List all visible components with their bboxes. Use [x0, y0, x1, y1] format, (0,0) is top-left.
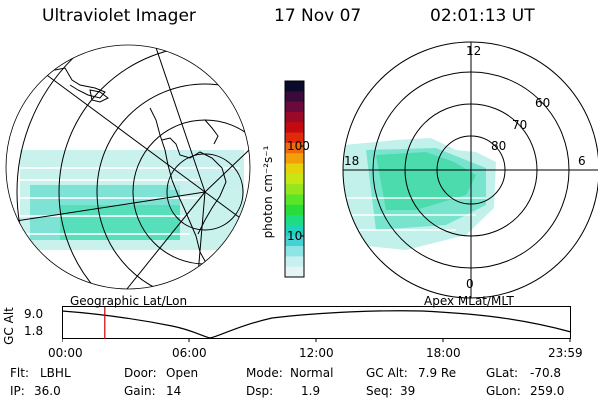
magnetic-polar-plot [342, 41, 598, 299]
colorbar-cell [285, 91, 304, 103]
altitude-curve [62, 310, 572, 339]
colorbar-gradient [285, 81, 304, 278]
glat-value: -70.8 [530, 366, 562, 380]
colorbar-cell [285, 81, 304, 92]
colorbar-cell [285, 132, 304, 144]
altitude-xtick-0600: 06:00 [172, 346, 207, 360]
colorbar-cell [285, 173, 304, 185]
colorbar-cell [285, 225, 304, 237]
gain-label: Gain: [124, 384, 156, 398]
colorbar-cell [285, 246, 304, 257]
mlt-label-0: 0 [466, 277, 474, 291]
date-label: 17 Nov 07 [274, 6, 362, 26]
gcalt-value: 7.9 Re [418, 366, 457, 380]
geo-aurora-image [20, 150, 244, 250]
gain-value: 14 [166, 384, 182, 398]
altitude-ylabel: GC Alt [2, 307, 16, 345]
ip-value: 36.0 [34, 384, 61, 398]
mode-value: Normal [290, 366, 334, 380]
colorbar-tick-label-10: 10 [287, 229, 303, 243]
mag-panel-label: Apex MLat/MLT [424, 294, 514, 308]
colorbar-cell [285, 194, 304, 206]
colorbar-cell [285, 122, 304, 134]
mlat-label-70: 70 [512, 118, 528, 132]
mode-label: Mode: [246, 366, 283, 380]
altitude-plot-frame [62, 306, 571, 339]
flt-value: LBHL [40, 366, 71, 380]
mlt-label-12: 12 [466, 44, 482, 58]
mlat-label-80: 80 [491, 139, 507, 153]
altitude-plot [62, 306, 572, 342]
glon-value: 259.0 [530, 384, 565, 398]
colorbar-cell [285, 163, 304, 175]
colorbar-frame [284, 80, 305, 278]
altitude-xtick-1200: 12:00 [299, 346, 334, 360]
colorbar-cell [285, 111, 304, 123]
glat-label: GLat: [486, 366, 519, 380]
altitude-xtick-0000: 00:00 [48, 346, 83, 360]
altitude-xtick-1800: 18:00 [426, 346, 461, 360]
altitude-ytick-max: 9.0 [24, 307, 44, 321]
colorbar-cell [285, 101, 304, 113]
geographic-map [5, 44, 251, 290]
colorbar-unit: photon cm⁻²s⁻¹ [261, 145, 275, 239]
door-value: Open [166, 366, 199, 380]
time-label: 02:01:13 UT [430, 6, 535, 26]
colorbar-cell [285, 215, 304, 227]
flt-label: Flt: [10, 366, 29, 380]
glon-label: GLon: [486, 384, 521, 398]
door-label: Door: [124, 366, 157, 380]
mlat-label-60: 60 [535, 96, 551, 110]
altitude-xtick-2359: 23:59 [548, 346, 583, 360]
seq-label: Seq: [366, 384, 393, 398]
colorbar-cell [285, 142, 304, 154]
colorbar-cell [285, 235, 304, 247]
colorbar [284, 80, 305, 278]
colorbar-tick-label-100: 100 [287, 139, 310, 153]
geo-panel-label: Geographic Lat/Lon [70, 294, 188, 308]
altitude-ytick-min: 1.8 [24, 324, 44, 338]
seq-value: 39 [400, 384, 416, 398]
mag-grid [342, 41, 598, 299]
colorbar-cell [285, 153, 304, 165]
mlt-label-6: 6 [578, 154, 586, 168]
app-title: Ultraviolet Imager [42, 6, 196, 26]
mag-aurora-image [343, 138, 496, 250]
mlt-label-18: 18 [344, 154, 360, 168]
colorbar-cell [285, 204, 304, 216]
dsp-label: Dsp: [246, 384, 274, 398]
altitude-xticks [62, 339, 571, 342]
colorbar-cell [285, 256, 304, 268]
dsp-value: 1.9 [301, 384, 321, 398]
gcalt-label: GC Alt: [366, 366, 408, 380]
colorbar-cell [285, 266, 304, 278]
ip-label: IP: [10, 384, 25, 398]
colorbar-cell [285, 184, 304, 196]
